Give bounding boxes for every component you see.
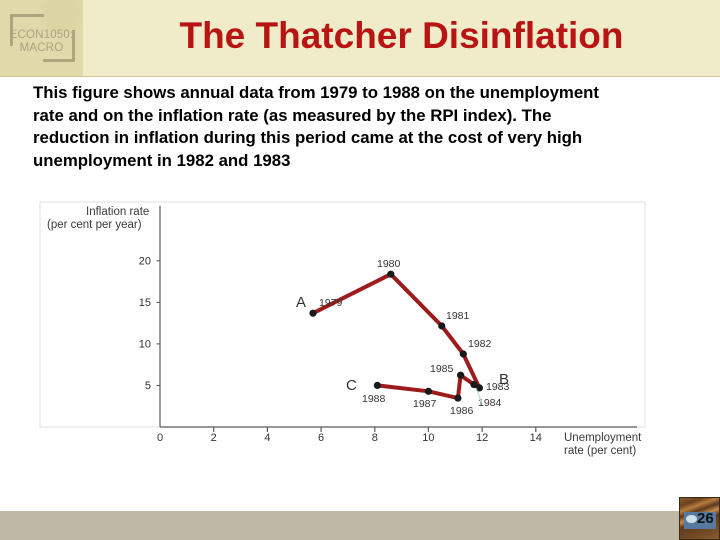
- svg-text:10: 10: [422, 432, 434, 444]
- svg-text:6: 6: [318, 432, 324, 444]
- svg-text:1986: 1986: [450, 405, 474, 417]
- svg-text:rate (per cent): rate (per cent): [564, 445, 636, 457]
- svg-text:12: 12: [476, 432, 488, 444]
- svg-text:15: 15: [139, 297, 151, 309]
- svg-text:4: 4: [264, 432, 270, 444]
- svg-text:1987: 1987: [413, 398, 437, 410]
- svg-text:1979: 1979: [319, 297, 343, 309]
- svg-text:20: 20: [139, 255, 151, 267]
- svg-text:8: 8: [372, 432, 378, 444]
- svg-text:1985: 1985: [430, 363, 454, 375]
- svg-text:Inflation rate: Inflation rate: [86, 206, 149, 218]
- svg-text:1981: 1981: [446, 310, 470, 322]
- svg-text:14: 14: [530, 432, 542, 444]
- svg-text:A: A: [296, 294, 306, 311]
- svg-text:1988: 1988: [362, 393, 386, 405]
- svg-text:(per cent per year): (per cent per year): [47, 219, 142, 231]
- svg-text:Unemployment: Unemployment: [564, 432, 642, 444]
- svg-text:10: 10: [139, 338, 151, 350]
- svg-text:1980: 1980: [377, 258, 401, 270]
- svg-text:B: B: [499, 371, 509, 388]
- svg-text:2: 2: [211, 432, 217, 444]
- svg-text:1982: 1982: [468, 338, 492, 350]
- svg-text:0: 0: [157, 432, 163, 444]
- svg-text:C: C: [346, 377, 357, 394]
- svg-text:5: 5: [145, 380, 151, 392]
